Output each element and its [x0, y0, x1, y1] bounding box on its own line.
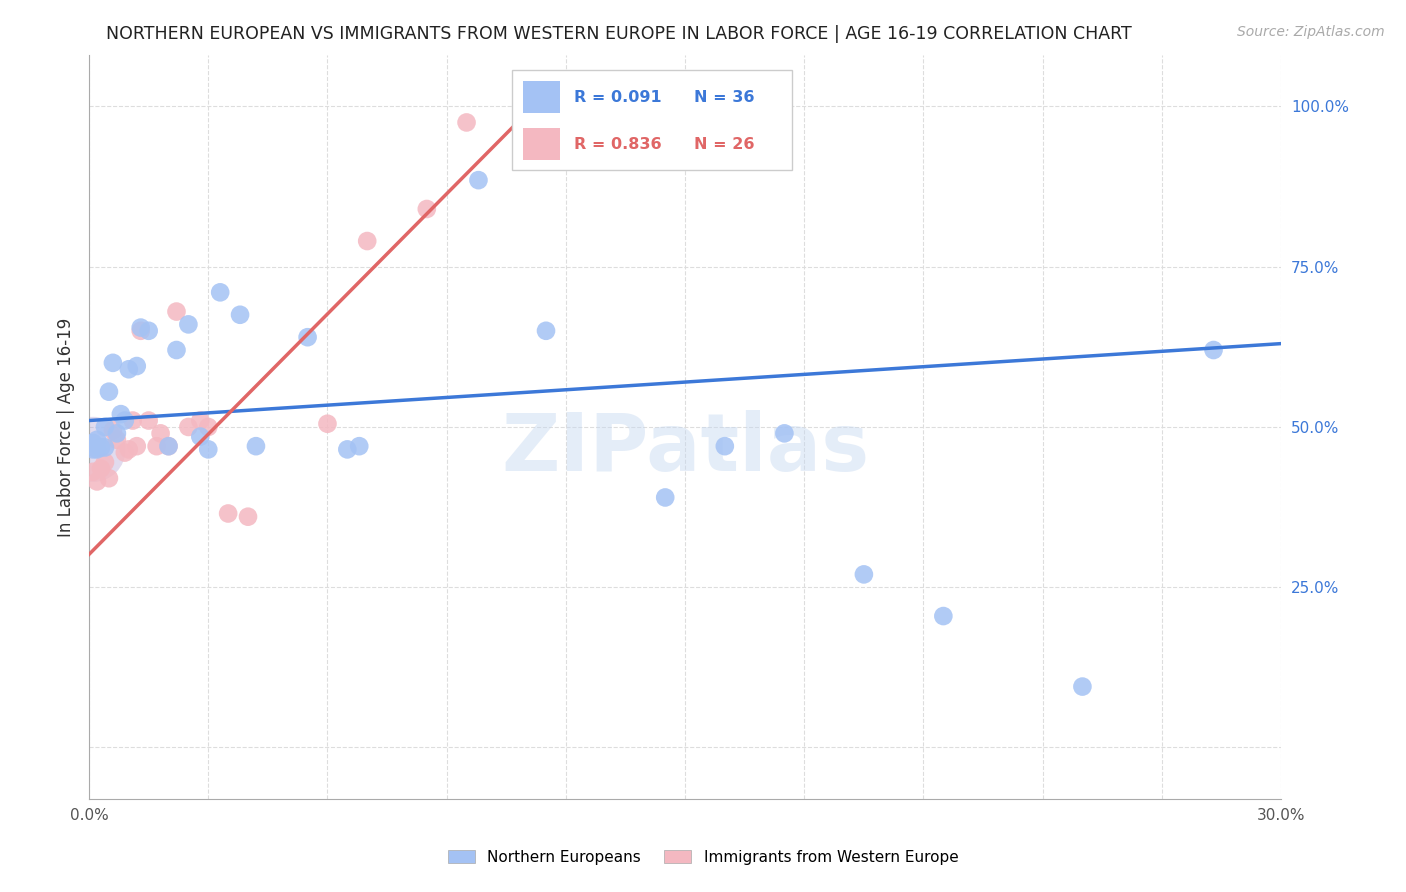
Legend: Northern Europeans, Immigrants from Western Europe: Northern Europeans, Immigrants from West… [441, 844, 965, 871]
Point [416, 202, 439, 216]
Point [316, 417, 339, 431]
Point [125, 359, 148, 373]
Point [97, 384, 120, 399]
Point [336, 442, 359, 457]
Point [1071, 680, 1094, 694]
Point [114, 445, 136, 459]
Point [82, 442, 104, 457]
Point [852, 567, 875, 582]
Point [157, 439, 180, 453]
Point [197, 420, 219, 434]
Y-axis label: In Labor Force | Age 16-19: In Labor Force | Age 16-19 [58, 318, 75, 537]
Point [86, 433, 108, 447]
Point [236, 509, 259, 524]
Point [94, 420, 117, 434]
Point [86, 442, 108, 457]
Point [297, 330, 319, 344]
Point [197, 442, 219, 457]
Point [121, 413, 143, 427]
Point [110, 407, 132, 421]
Point [118, 442, 141, 457]
Point [145, 439, 167, 453]
Point [188, 413, 211, 427]
Point [86, 475, 108, 489]
Point [82, 436, 104, 450]
Point [229, 308, 252, 322]
Point [157, 439, 180, 453]
Point [177, 318, 200, 332]
Point [82, 465, 104, 479]
Point [90, 441, 112, 455]
Point [82, 442, 104, 457]
Point [932, 609, 955, 624]
Point [94, 441, 117, 455]
Point [105, 433, 128, 447]
Point [456, 115, 478, 129]
Point [467, 173, 489, 187]
Point [534, 324, 557, 338]
Point [1202, 343, 1225, 357]
Point [138, 413, 160, 427]
Point [177, 420, 200, 434]
Point [101, 423, 124, 437]
Point [166, 304, 188, 318]
Point [166, 343, 188, 357]
Point [118, 362, 141, 376]
Point [245, 439, 267, 453]
Point [138, 324, 160, 338]
Point [129, 324, 152, 338]
Point [356, 234, 378, 248]
Point [149, 426, 172, 441]
Text: NORTHERN EUROPEAN VS IMMIGRANTS FROM WESTERN EUROPE IN LABOR FORCE | AGE 16-19 C: NORTHERN EUROPEAN VS IMMIGRANTS FROM WES… [105, 25, 1132, 43]
Point [90, 461, 112, 475]
Point [714, 439, 737, 453]
Point [209, 285, 232, 300]
Point [105, 426, 128, 441]
Text: Source: ZipAtlas.com: Source: ZipAtlas.com [1237, 25, 1385, 39]
Point [94, 455, 117, 469]
Point [129, 320, 152, 334]
Point [217, 507, 239, 521]
Point [349, 439, 371, 453]
Text: ZIPatlas: ZIPatlas [501, 410, 869, 488]
Point [188, 429, 211, 443]
Point [97, 471, 120, 485]
Point [125, 439, 148, 453]
Point [114, 413, 136, 427]
Point [654, 491, 676, 505]
Point [101, 356, 124, 370]
Point [773, 426, 796, 441]
